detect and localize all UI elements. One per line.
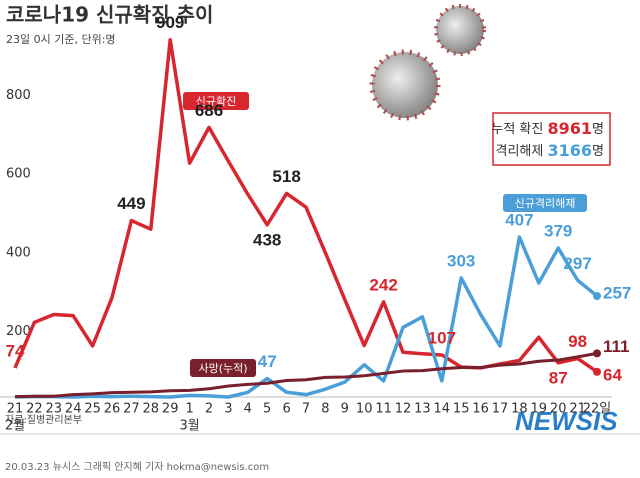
data-label: 297 [563, 254, 591, 273]
y-tick-label: 800 [6, 88, 31, 103]
data-label: 242 [369, 275, 397, 294]
y-tick-label: 600 [6, 167, 31, 182]
summary-value: 3166 [548, 141, 593, 160]
summary-unit: 명 [592, 144, 604, 159]
summary-label: 누적 확진 [491, 122, 543, 137]
chart-title: 코로나19 신규확진 추이 [6, 3, 213, 27]
series-tag [503, 194, 587, 212]
credit: 20.03.23 뉴시스 그래픽 안지혜 기자 hokma@newsis.com [5, 461, 269, 473]
x-tick-label: 27 [123, 402, 140, 417]
y-tick-label: 200 [6, 324, 31, 339]
x-tick-label: 8 [321, 402, 329, 417]
data-label: 518 [272, 167, 300, 186]
summary-line: 누적 확진 8961명 [491, 119, 604, 138]
data-label: 74 [6, 341, 25, 360]
chart-subtitle: 23일 0시 기준, 단위:명 [6, 32, 116, 46]
summary-unit: 명 [592, 122, 604, 137]
data-label: 47 [258, 352, 277, 371]
x-tick-label: 10 [356, 402, 373, 417]
x-tick-label: 13 [414, 402, 431, 417]
x-tick-label: 21 [569, 402, 586, 417]
data-label: 107 [428, 328, 456, 347]
data-label: 909 [156, 13, 184, 32]
x-group-label: 2월 [5, 419, 25, 434]
summary-value: 8961 [548, 119, 593, 138]
x-tick-label: 11 [375, 402, 392, 417]
x-tick-label: 12 [395, 402, 412, 417]
summary-line: 격리해제 3166명 [496, 141, 604, 160]
data-label: 111 [603, 337, 630, 356]
summary-box: 누적 확진 8961명 격리해제 3166명 [491, 112, 611, 166]
data-label: 303 [447, 251, 475, 270]
x-tick-label: 19 [531, 402, 548, 417]
series-tag-label: 신규격리해제 [515, 196, 576, 210]
x-tick-label: 18 [511, 402, 528, 417]
x-tick-label: 28 [143, 402, 160, 417]
data-label: 407 [505, 211, 533, 230]
series-tag-label: 사망(누적) [198, 362, 247, 375]
end-point [593, 367, 601, 376]
data-label: 438 [253, 230, 281, 249]
x-tick-label: 14 [434, 402, 451, 417]
series-tag [183, 92, 249, 110]
x-tick-label: 22일 [583, 402, 612, 417]
summary-label: 격리해제 [496, 144, 544, 159]
x-tick-label: 5 [263, 402, 271, 417]
x-tick-label: 4 [244, 402, 252, 417]
data-label: 64 [603, 365, 622, 384]
x-tick-label: 24 [65, 402, 82, 417]
end-point [593, 291, 601, 300]
series-line [14, 235, 599, 399]
x-tick-label: 17 [492, 402, 509, 417]
virus-illustration [369, 4, 486, 121]
series-line [14, 351, 598, 399]
y-tick-label: 400 [6, 245, 31, 260]
data-label: 686 [195, 101, 223, 120]
series-tag-label: 신규확진 [196, 95, 236, 108]
data-label: 449 [117, 194, 145, 213]
x-tick-label: 21 [7, 402, 24, 417]
x-tick-label: 1 [185, 402, 193, 417]
data-label: 257 [603, 283, 631, 302]
x-tick-label: 25 [84, 402, 101, 417]
x-tick-label: 7 [302, 402, 310, 417]
x-tick-label: 29 [162, 402, 179, 417]
summary-frame [492, 112, 611, 166]
x-tick-label: 2 [205, 402, 213, 417]
x-group-label: 3월 [179, 419, 199, 434]
x-tick-label: 22 [26, 402, 43, 417]
x-tick-label: 23 [46, 402, 63, 417]
x-tick-label: 9 [341, 402, 349, 417]
end-point [593, 349, 601, 358]
x-tick-label: 16 [472, 402, 489, 417]
series-tag [190, 359, 256, 377]
x-tick-label: 15 [453, 402, 470, 417]
x-tick-label: 3 [224, 402, 232, 417]
x-tick-label: 6 [282, 402, 290, 417]
data-label: 379 [544, 222, 572, 241]
x-tick-label: 20 [550, 402, 567, 417]
source: 자료:질병관리본부 [5, 414, 82, 426]
data-label: 87 [549, 368, 568, 387]
data-label: 98 [568, 332, 587, 351]
x-tick-label: 26 [104, 402, 121, 417]
logo: NEWSIS [515, 406, 618, 436]
